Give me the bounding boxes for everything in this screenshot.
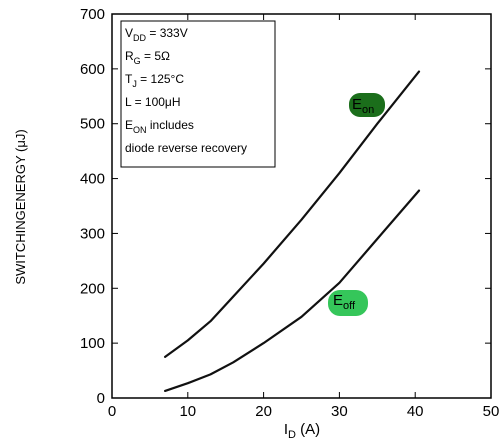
y-axis-title: SWITCHINGENERGY (μJ)	[13, 129, 28, 284]
conditions-box	[120, 20, 276, 168]
series-line-eon	[164, 70, 421, 358]
series-line-eoff	[164, 189, 421, 392]
conditions-text: VDD = 333V RG = 5Ω TJ = 125°C L = 100μH EON …	[125, 26, 247, 155]
x-axis-title: ID (A)	[284, 421, 320, 441]
series-label-eon-text: Eon	[352, 96, 374, 116]
x-tick-label: 40	[407, 403, 424, 420]
y-tick-label: 700	[80, 6, 105, 23]
y-tick-label: 200	[80, 280, 105, 297]
series-lines	[164, 70, 421, 392]
condition-line: L = 100μH	[125, 95, 181, 109]
y-tick-label: 100	[80, 335, 105, 352]
plot-frame	[111, 13, 492, 399]
condition-line: EON includes	[125, 118, 194, 135]
y-tick-label: 500	[80, 116, 105, 133]
series-label-eoff-text: Eoff	[333, 292, 356, 312]
condition-line: TJ = 125°C	[125, 72, 184, 89]
y-tick-label: 0	[97, 390, 105, 407]
series-label-eoff: Eoff	[328, 290, 368, 316]
series-label-eon: Eon	[349, 93, 385, 117]
x-tick-label: 30	[331, 403, 348, 420]
x-tick-label: 0	[108, 403, 116, 420]
y-tick-label: 600	[80, 61, 105, 78]
condition-line: VDD = 333V	[125, 26, 188, 43]
condition-line: diode reverse recovery	[125, 141, 247, 155]
y-tick-label: 400	[80, 171, 105, 188]
x-tick-label: 20	[255, 403, 272, 420]
y-tick-label: 300	[80, 225, 105, 242]
x-tick-label: 50	[483, 403, 500, 420]
x-tick-label: 10	[179, 403, 196, 420]
condition-line: RG = 5Ω	[125, 49, 170, 66]
